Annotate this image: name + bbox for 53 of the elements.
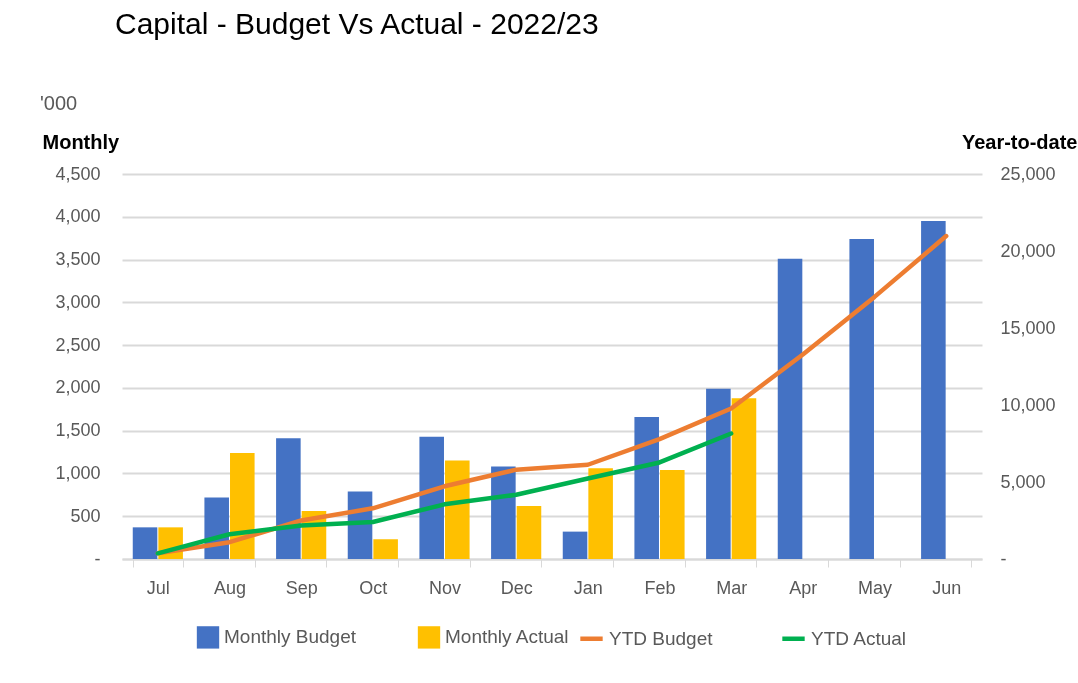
x-tick-label: Dec	[500, 577, 533, 598]
bar	[516, 505, 542, 559]
y-tick-label: -	[94, 548, 101, 569]
y-tick-label: 3,500	[55, 249, 101, 270]
legend-label: YTD Actual	[811, 627, 907, 649]
y2-tick-label: 10,000	[1000, 394, 1056, 415]
bar	[921, 221, 946, 559]
y-tick-label: 4,000	[55, 206, 101, 227]
y2-tick-label: 20,000	[1000, 240, 1056, 261]
bar	[132, 527, 158, 559]
bar	[660, 470, 685, 559]
x-tick-label: Nov	[428, 577, 462, 598]
y2-tick-label: -	[1000, 548, 1007, 569]
y-tick-label: 1,500	[55, 420, 101, 441]
y2-tick-label: 5,000	[1000, 471, 1046, 492]
line-series	[155, 431, 734, 556]
bar	[445, 460, 470, 559]
y2-tick-label: 25,000	[1000, 163, 1056, 184]
x-tick-label: Aug	[213, 577, 247, 598]
chart-title: Capital - Budget Vs Actual - 2022/23	[115, 7, 599, 40]
text: '000	[40, 92, 78, 114]
bar	[706, 388, 731, 559]
x-tick-label: Jul	[146, 577, 170, 598]
x-tick-label: Apr	[789, 577, 818, 598]
bar	[562, 531, 588, 559]
x-tick-label: Jan	[573, 577, 603, 598]
x-tick-label: Mar	[716, 577, 748, 598]
bar	[634, 416, 659, 559]
legend-label: Monthly Actual	[445, 626, 569, 648]
x-tick-label: Oct	[359, 577, 388, 598]
y2-axis-title: Year-to-date	[961, 130, 1078, 153]
y-tick-label: 1,000	[55, 462, 101, 483]
y-axis-title: Monthly	[42, 130, 121, 153]
legend-label: Monthly Budget	[224, 626, 357, 648]
bar	[588, 468, 613, 559]
x-tick-label: Jun	[932, 577, 962, 598]
x-tick-label: May	[857, 577, 893, 598]
bar	[419, 436, 444, 559]
bar	[777, 258, 803, 559]
y-tick-label: 3,000	[55, 291, 101, 312]
bar	[276, 438, 301, 559]
x-tick-label: Sep	[285, 577, 318, 598]
x-tick-label: Feb	[644, 577, 676, 598]
bar	[849, 239, 874, 559]
bar	[731, 398, 757, 559]
y-tick-label: 2,000	[55, 377, 101, 398]
legend-label: YTD Budget	[609, 627, 714, 649]
bar	[230, 452, 255, 559]
y-tick-label: 500	[70, 505, 101, 526]
y-tick-label: 4,500	[55, 163, 101, 184]
bar	[373, 539, 398, 559]
y-tick-label: 2,500	[55, 334, 101, 355]
y2-tick-label: 15,000	[1000, 317, 1056, 338]
